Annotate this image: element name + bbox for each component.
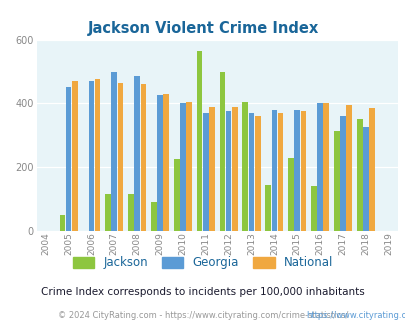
Bar <box>300 112 305 231</box>
Text: Crime Index corresponds to incidents per 100,000 inhabitants: Crime Index corresponds to incidents per… <box>41 287 364 297</box>
Bar <box>60 215 65 231</box>
Bar <box>356 119 362 231</box>
Bar <box>316 103 322 231</box>
Bar <box>196 51 202 231</box>
Bar <box>157 95 162 231</box>
Bar <box>333 130 339 231</box>
Bar <box>219 72 225 231</box>
Bar <box>202 113 208 231</box>
Text: Jackson Violent Crime Index: Jackson Violent Crime Index <box>87 20 318 36</box>
Bar <box>254 116 260 231</box>
Bar <box>117 82 123 231</box>
Text: © 2024 CityRating.com - https://www.cityrating.com/crime-statistics/: © 2024 CityRating.com - https://www.city… <box>58 311 347 320</box>
Bar <box>265 185 271 231</box>
Bar <box>231 107 237 231</box>
Bar <box>163 94 168 231</box>
Text: https://www.cityrating.com/crime-statistics/: https://www.cityrating.com/crime-statist… <box>305 311 405 320</box>
Bar <box>151 202 156 231</box>
Bar <box>368 108 374 231</box>
Bar <box>66 87 71 231</box>
Bar <box>310 186 316 231</box>
Bar <box>186 102 192 231</box>
Bar <box>225 112 231 231</box>
Bar <box>94 80 100 231</box>
Bar <box>277 113 283 231</box>
Bar <box>345 105 351 231</box>
Bar <box>209 107 214 231</box>
Bar <box>88 81 94 231</box>
Bar <box>128 194 134 231</box>
Bar <box>294 110 299 231</box>
Bar <box>242 102 247 231</box>
Bar <box>339 116 345 231</box>
Bar <box>105 194 111 231</box>
Bar <box>134 76 140 231</box>
Bar <box>288 158 293 231</box>
Bar <box>111 72 117 231</box>
Bar <box>180 103 185 231</box>
Bar <box>323 103 328 231</box>
Bar <box>271 110 277 231</box>
Legend: Jackson, Georgia, National: Jackson, Georgia, National <box>68 252 337 274</box>
Bar <box>140 84 146 231</box>
Bar <box>72 81 77 231</box>
Bar <box>248 113 254 231</box>
Bar <box>362 127 368 231</box>
Bar <box>173 159 179 231</box>
